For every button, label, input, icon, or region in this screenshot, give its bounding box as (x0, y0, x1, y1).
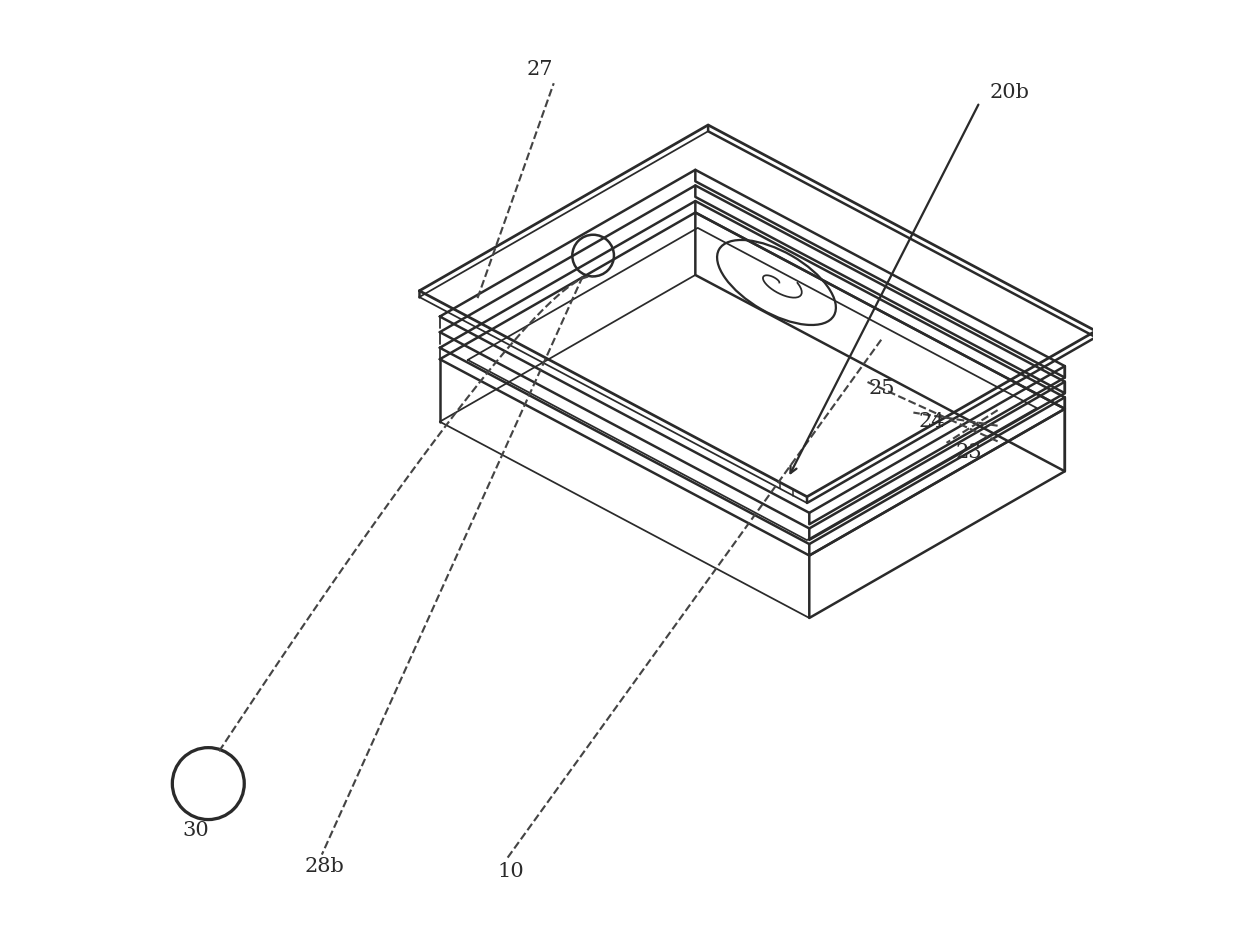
Text: 25: 25 (869, 380, 895, 399)
Text: 20b: 20b (990, 83, 1029, 102)
Text: 30: 30 (182, 822, 210, 841)
Text: 28b: 28b (305, 858, 345, 877)
Text: 27: 27 (526, 60, 553, 78)
Text: 10: 10 (497, 863, 525, 882)
Text: 23: 23 (956, 443, 982, 462)
Text: 24: 24 (918, 411, 945, 430)
